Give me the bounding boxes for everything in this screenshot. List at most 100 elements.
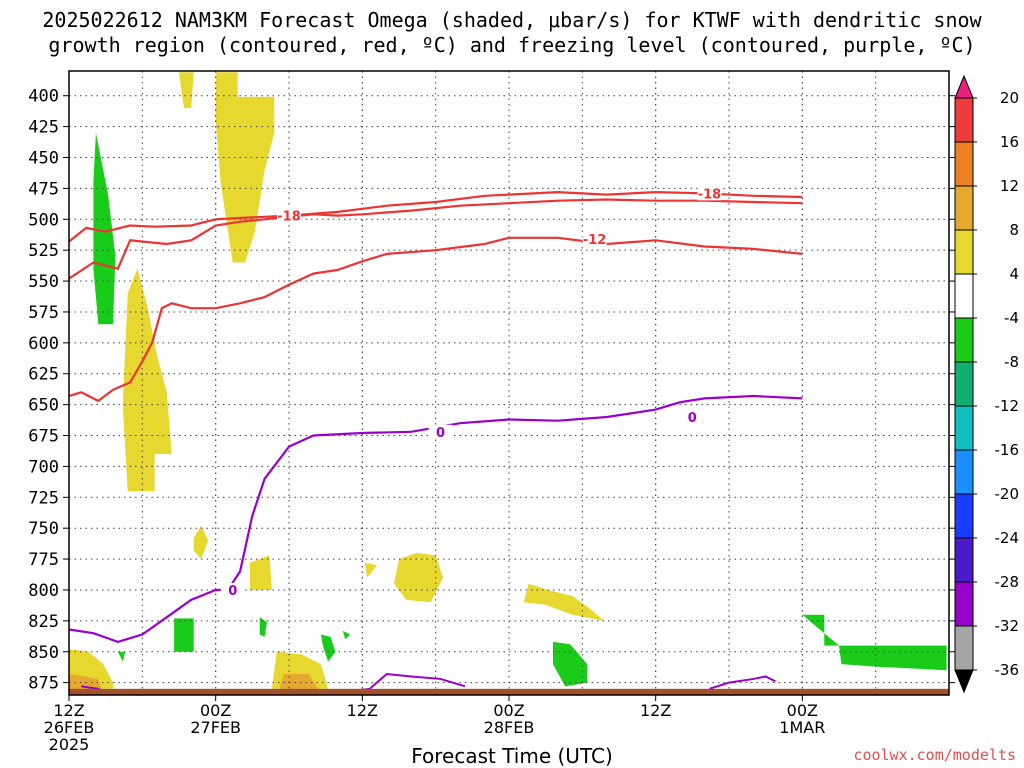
omega-region-17 — [802, 614, 947, 671]
contour-label-bg — [428, 424, 453, 439]
omega-region-14 — [342, 630, 351, 640]
contour-line-0 — [68, 190, 803, 243]
x-tick-label: 12Z — [53, 701, 84, 720]
omega-region-0 — [93, 132, 116, 325]
chart-title-line1: 2025022612 NAM3KM Forecast Omega (shaded… — [42, 8, 982, 32]
colorbar-label: -36 — [995, 661, 1020, 679]
y-tick-label: 475 — [28, 179, 59, 199]
x-tick-date: 1MAR — [779, 718, 825, 737]
omega-core-orange-2 — [279, 673, 319, 689]
y-tick-label: 750 — [28, 519, 59, 539]
y-tick-label: 800 — [28, 581, 59, 601]
y-tick-label: 775 — [28, 550, 59, 570]
y-tick-label: 675 — [28, 427, 59, 447]
y-tick-label: 450 — [28, 148, 59, 168]
y-tick-label: 550 — [28, 272, 59, 292]
y-tick-label: 425 — [28, 118, 59, 138]
omega-region-5 — [249, 555, 272, 590]
freezing-level-fragment-3 — [709, 675, 776, 690]
colorbar-swatch — [954, 141, 974, 187]
colorbar-top-arrow — [954, 74, 974, 99]
contour-label-bg — [582, 232, 607, 247]
colorbar-swatch — [954, 537, 974, 583]
omega-region-3 — [122, 268, 172, 492]
contour-label: 0 — [688, 411, 697, 426]
contour-label: 0 — [228, 584, 237, 599]
x-tick-date: 27FEB — [190, 718, 241, 737]
contour-label: -12 — [583, 233, 607, 248]
colorbar-label: -12 — [995, 397, 1020, 415]
colorbar-swatch — [954, 581, 974, 627]
ground-terrain — [69, 688, 949, 695]
colorbar-swatch — [954, 361, 974, 407]
x-tick-year: 2025 — [49, 735, 90, 754]
x-tick-date: 28FEB — [484, 718, 535, 737]
y-tick-label: 875 — [28, 674, 59, 694]
colorbar-swatch — [954, 185, 974, 231]
contour-label-bg — [680, 409, 705, 424]
contour-label: -18 — [277, 210, 301, 225]
x-tick-label: 12Z — [640, 701, 671, 720]
omega-region-13 — [320, 634, 336, 662]
colorbar-label: -20 — [995, 485, 1020, 503]
grid-lines — [68, 71, 949, 695]
y-tick-label: 600 — [28, 334, 59, 354]
temperature-contours: -18 -18 -12 0 0 0 — [68, 186, 803, 696]
omega-colorbar: 20 16 12 8 4 -4 -8 -12 -16 -20 -24 -28 -32 -36 — [954, 74, 1020, 694]
colorbar-bottom-arrow — [954, 669, 974, 694]
colorbar-label: 4 — [1009, 265, 1019, 283]
y-tick-label: 575 — [28, 303, 59, 323]
colorbar-swatch — [954, 405, 974, 451]
y-tick-label: 825 — [28, 612, 59, 632]
contour-label-bg — [697, 186, 722, 201]
omega-shading — [69, 72, 947, 695]
omega-region-11 — [174, 618, 194, 652]
omega-region-15 — [117, 651, 126, 662]
colorbar-label: -32 — [995, 617, 1020, 635]
x-axis-title: Forecast Time (UTC) — [411, 744, 613, 768]
contour-line-3 — [68, 394, 803, 644]
colorbar-label: 12 — [1000, 177, 1019, 195]
colorbar-swatch — [954, 229, 974, 275]
x-tick-label: 00Z — [493, 701, 524, 720]
colorbar-label: -8 — [1004, 353, 1019, 371]
y-tick-label: 525 — [28, 241, 59, 261]
y-tick-label: 850 — [28, 643, 59, 663]
x-tick-label: 00Z — [787, 701, 818, 720]
omega-region-8 — [523, 583, 605, 621]
contour-label: -18 — [698, 187, 722, 202]
omega-region-7 — [364, 562, 377, 578]
x-tick-label: 12Z — [347, 701, 378, 720]
y-tick-label: 650 — [28, 396, 59, 416]
colorbar-swatch — [954, 625, 974, 671]
colorbar-label: -16 — [995, 441, 1020, 459]
contour-label-bg — [220, 582, 245, 597]
y-tick-label: 625 — [28, 365, 59, 385]
y-axis: 400 425 450 475 500 525 550 575 600 625 650 675 700 7… — [28, 87, 955, 694]
colorbar-swatch — [954, 493, 974, 539]
colorbar-label: -28 — [995, 573, 1020, 591]
contour-line-1 — [68, 198, 803, 280]
colorbar-swatch — [954, 317, 974, 363]
colorbar-label: 20 — [1000, 89, 1019, 107]
y-tick-label: 725 — [28, 488, 59, 508]
site-credit: coolwx.com/modelts — [853, 746, 1016, 764]
y-tick-label: 700 — [28, 457, 59, 477]
omega-region-6 — [394, 552, 443, 603]
omega-region-2 — [215, 72, 275, 263]
omega-region-16 — [553, 641, 588, 687]
contour-label-bg — [277, 208, 301, 223]
colorbar-swatch — [954, 273, 974, 319]
y-tick-label: 400 — [28, 87, 59, 107]
colorbar-label: 16 — [1000, 133, 1019, 151]
colorbar-label: -24 — [995, 529, 1020, 547]
colorbar-label: -4 — [1004, 309, 1019, 327]
y-tick-label: 500 — [28, 210, 59, 230]
omega-region-4 — [193, 525, 209, 560]
chart-title-line2: growth region (contoured, red, ºC) and f… — [48, 33, 976, 57]
colorbar-swatch — [954, 97, 974, 143]
omega-region-12 — [259, 617, 267, 637]
contour-label: 0 — [436, 426, 445, 441]
